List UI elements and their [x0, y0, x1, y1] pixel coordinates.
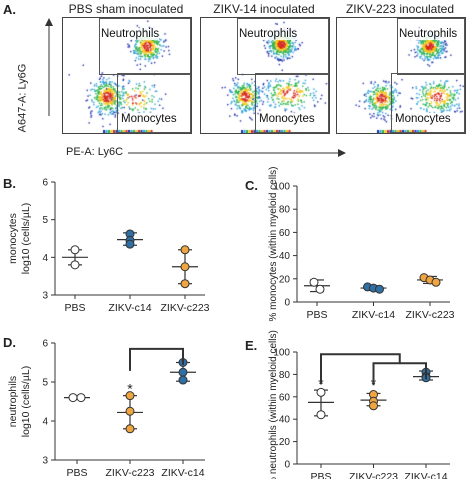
panel-c-ytick-label: 0 [284, 298, 290, 309]
panel-d-ytick-label: 6 [42, 339, 48, 350]
panel-d-data-point [178, 367, 188, 377]
panel-b-xtick-label: ZIKV-c223 [160, 302, 209, 314]
panel-d-data-point [125, 406, 135, 416]
neutrophil-gate-label-3: Neutrophils [399, 28, 458, 40]
panel-c-data-point [431, 277, 441, 287]
panel-b-xtick-label: PBS [64, 302, 85, 314]
monocyte-gate-label-1: Monocytes [121, 113, 177, 125]
panel-b-ytick-label: 5 [42, 215, 48, 226]
panel-c-data-point [375, 284, 384, 294]
monocyte-gate-label-2: Monocytes [259, 113, 315, 125]
panel-d-ytick-label: 3 [42, 456, 48, 467]
panel-c-letter: C. [245, 178, 258, 193]
neutrophil-gate-1 [99, 18, 191, 75]
panel-d-ytick-label: 5 [42, 378, 48, 389]
panel-c-xtick-label: ZIKV-c14 [352, 309, 395, 321]
panel-e-ytick-label: 20 [279, 437, 291, 448]
panel-b-data-point [180, 262, 190, 272]
panel-b-data-point [180, 245, 190, 255]
panel-b-ylabel: log10 (cells/µL) [20, 203, 32, 274]
panel-e-significance-bracket [320, 353, 401, 385]
flow-plot-3: Neutrophils Monocytes [336, 17, 466, 134]
panel-e-ytick-label: 60 [279, 392, 291, 403]
panel-b-ylabel-top: monocytes [7, 213, 19, 264]
panel-d-xtick-label: PBS [66, 467, 87, 479]
panel-c-ytick-label: 40 [279, 251, 291, 262]
panel-b-ytick-label: 4 [42, 253, 48, 264]
neutrophil-gate-label-1: Neutrophils [101, 28, 160, 40]
panel-e-letter: E. [245, 338, 257, 353]
panel-e-significance-bracket [372, 362, 427, 386]
panel-d-ytick-label: 4 [42, 417, 48, 428]
panel-d-data-point [178, 375, 188, 385]
flow-title-1: PBS sham inoculated [68, 2, 184, 16]
panel-d-ylabel: log10 (cells/µL) [20, 366, 32, 437]
flow-y-axis-arrow [45, 18, 53, 116]
panel-d-ylabel-top: neutrophils [7, 376, 19, 427]
monocyte-gate-1 [117, 73, 191, 133]
panel-c-ytick-label: 20 [279, 274, 291, 285]
panel-d-data-point [68, 393, 78, 403]
panel-b-ytick-label: 3 [42, 291, 48, 302]
panel-c-ytick-label: 80 [279, 205, 291, 216]
panel-d-significance-bracket [129, 347, 184, 371]
panel-e-ytick-label: 100 [273, 348, 290, 359]
panel-e-data-point [316, 387, 326, 397]
flow-title-3: ZIKV-223 inoculated [345, 2, 455, 16]
panel-e-data-point [369, 401, 378, 411]
panel-c-xtick-label: PBS [306, 309, 327, 321]
panel-e-xtick-label: ZIKV-c223 [349, 471, 398, 479]
panel-d-significance-star: * [127, 381, 133, 397]
panel-d-xtick-label: ZIKV-c223 [105, 467, 154, 479]
panel-b-data-point [70, 260, 80, 270]
neutrophil-gate-2 [237, 18, 329, 75]
panel-d-data-point [125, 424, 135, 434]
panel-b-data-point [125, 239, 135, 249]
monocyte-gate-label-3: Monocytes [395, 113, 451, 125]
panel-e-ytick-label: 40 [279, 415, 291, 426]
panel-c-xtick-label: ZIKV-c223 [405, 309, 454, 321]
flow-plot-1: Neutrophils Monocytes [62, 17, 192, 134]
panel-d-data-point [76, 393, 86, 403]
panel-e-ytick-label: 0 [284, 460, 290, 471]
monocyte-gate-2 [255, 73, 329, 133]
panel-d-letter: D. [3, 335, 16, 350]
panel-a-letter: A. [3, 2, 16, 17]
panel-c-data-point [309, 277, 319, 287]
panel-c-ytick-label: 100 [273, 182, 290, 193]
panel-d-data-point [125, 391, 135, 401]
panel-c-ytick-label: 60 [279, 228, 291, 239]
flow-x-axis-label: PE-A: Ly6C [66, 146, 124, 158]
panel-b-ytick-label: 6 [42, 178, 48, 189]
panel-c-data-point [315, 284, 325, 294]
panel-b-data-point [180, 279, 190, 289]
panel-e-xtick-label: ZIKV-c14 [404, 471, 447, 479]
panel-b-letter: B. [3, 176, 16, 191]
panel-d-xtick-label: ZIKV-c14 [161, 467, 204, 479]
panel-e-ytick-label: 80 [279, 370, 291, 381]
flow-x-axis-arrow [128, 149, 346, 157]
neutrophil-gate-label-2: Neutrophils [239, 28, 298, 40]
flow-plot-2: Neutrophils Monocytes [200, 17, 330, 134]
neutrophil-gate-3 [397, 18, 465, 75]
flow-title-2: ZIKV-14 inoculated [213, 2, 315, 16]
panel-b-xtick-label: ZIKV-c14 [108, 302, 151, 314]
monocyte-gate-3 [391, 73, 465, 133]
panel-e-ylabel: % neutrophils (within myeloid cells) [268, 330, 279, 479]
panel-e-data-point [316, 410, 326, 420]
panel-e-xtick-label: PBS [310, 471, 331, 479]
panel-c-ylabel: % monocytes (within myeloid cells) [268, 166, 279, 321]
panel-b-data-point [70, 245, 80, 255]
